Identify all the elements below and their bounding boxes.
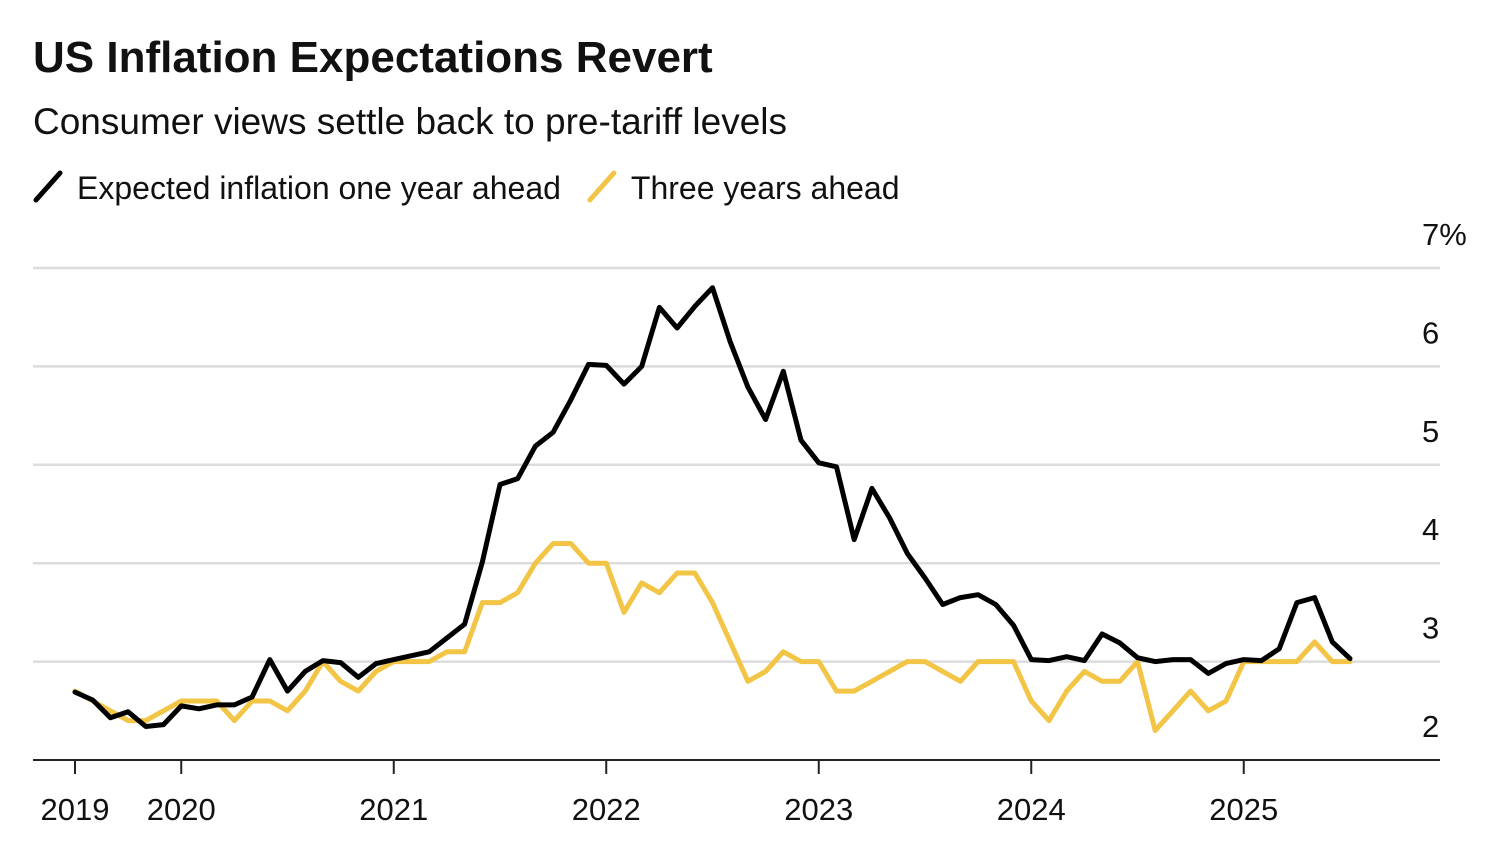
chart-title: US Inflation Expectations Revert [33,33,713,82]
y-tick-label: 7% [1422,217,1467,252]
y-tick-label: 4 [1422,512,1439,547]
y-tick-label: 2 [1422,709,1439,744]
series-line [72,285,1353,729]
x-tick-label: 2019 [41,792,110,827]
legend-label: Three years ahead [631,170,900,206]
legend-swatch [587,170,617,203]
x-tick-label: 2025 [1209,792,1278,827]
legend-label: Expected inflation one year ahead [77,170,561,206]
legend-swatch [33,170,63,203]
x-tick-label: 2023 [784,792,853,827]
series-line [72,541,1353,733]
x-tick-label: 2024 [997,792,1066,827]
x-tick-label: 2022 [572,792,641,827]
y-tick-label: 3 [1422,611,1439,646]
chart-subtitle: Consumer views settle back to pre-tariff… [33,101,787,142]
y-tick-label: 6 [1422,315,1439,350]
x-tick-label: 2020 [147,792,216,827]
y-tick-label: 5 [1422,414,1439,449]
x-tick-label: 2021 [359,792,428,827]
